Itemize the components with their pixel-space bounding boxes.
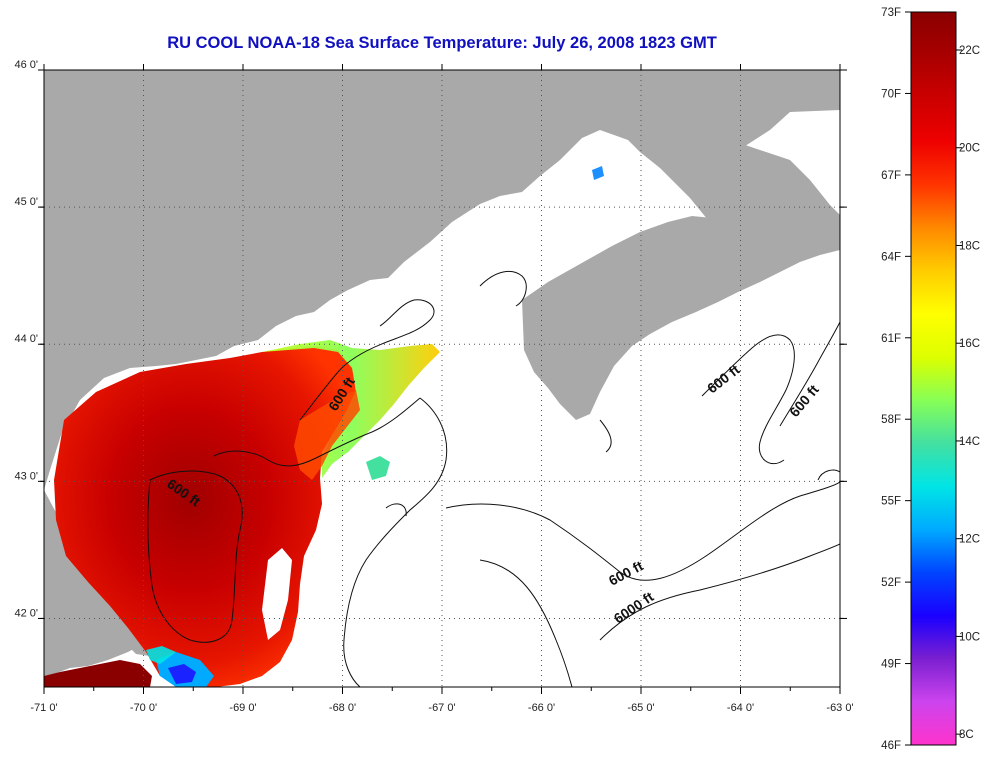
cb-fahrenheit-label: 61F xyxy=(881,333,901,345)
lon-label: -66 0' xyxy=(528,702,555,714)
colorbar-ticks xyxy=(905,11,962,746)
cb-fahrenheit-label: 73F xyxy=(881,7,901,19)
lon-label: -68 0' xyxy=(329,702,356,714)
sst-sw-corner xyxy=(44,660,152,687)
cb-fahrenheit-label: 67F xyxy=(881,170,901,182)
cb-fahrenheit-label: 58F xyxy=(881,414,901,426)
sst-cool-patch xyxy=(366,456,390,480)
land-nova-scotia xyxy=(522,216,760,420)
cb-celsius-label: 16C xyxy=(959,338,980,350)
sst-field-warm-band xyxy=(294,390,360,480)
land-cape-breton xyxy=(650,135,840,285)
lon-label: -63 0' xyxy=(826,702,853,714)
lon-label: -71 0' xyxy=(30,702,57,714)
lon-label: -67 0' xyxy=(428,702,455,714)
cb-fahrenheit-label: 70F xyxy=(881,88,901,100)
colorbar-fahrenheit-labels: 73F 70F 67F 64F 61F 58F 55F 52F 49F 46F xyxy=(881,7,901,752)
colorbar-celsius-labels: 22C 20C 18C 16C 14C 12C 10C 8C xyxy=(959,45,980,741)
lat-label: 44 0' xyxy=(14,333,38,345)
cb-celsius-label: 18C xyxy=(959,240,980,252)
land-massachusetts xyxy=(44,490,152,676)
cb-celsius-label: 12C xyxy=(959,534,980,546)
sst-cyan-rim xyxy=(146,646,176,664)
cb-fahrenheit-label: 46F xyxy=(881,740,901,752)
sst-spot xyxy=(592,166,604,180)
cb-fahrenheit-label: 64F xyxy=(881,251,901,263)
colorbar-frame xyxy=(910,11,957,746)
lon-label: -70 0' xyxy=(130,702,157,714)
sst-cloud-gap xyxy=(262,548,292,640)
lon-label: -65 0' xyxy=(627,702,654,714)
lat-label: 42 0' xyxy=(14,607,38,619)
colorbar xyxy=(911,12,956,745)
cb-fahrenheit-label: 55F xyxy=(881,496,901,508)
sst-cold-core xyxy=(168,664,196,684)
lon-label: -69 0' xyxy=(229,702,256,714)
axis-ticks xyxy=(38,64,847,694)
lat-label: 43 0' xyxy=(14,470,38,482)
cb-fahrenheit-label: 49F xyxy=(881,659,901,671)
cb-celsius-label: 14C xyxy=(959,436,980,448)
latitude-labels: 46 0' 45 0' 44 0' 43 0' 42 0' xyxy=(14,59,38,619)
bathymetry-contours xyxy=(147,270,840,687)
lat-label: 45 0' xyxy=(14,196,38,208)
map-title: RU COOL NOAA-18 Sea Surface Temperature:… xyxy=(167,34,717,52)
cb-celsius-label: 22C xyxy=(959,45,980,57)
longitude-labels: -71 0' -70 0' -69 0' -68 0' -67 0' -66 0' -65 … xyxy=(30,702,853,714)
cb-celsius-label: 20C xyxy=(959,143,980,155)
lat-label: 46 0' xyxy=(14,59,38,71)
cb-fahrenheit-label: 52F xyxy=(881,577,901,589)
lon-label: -64 0' xyxy=(727,702,754,714)
cb-celsius-label: 8C xyxy=(959,729,974,741)
cb-celsius-label: 10C xyxy=(959,631,980,643)
